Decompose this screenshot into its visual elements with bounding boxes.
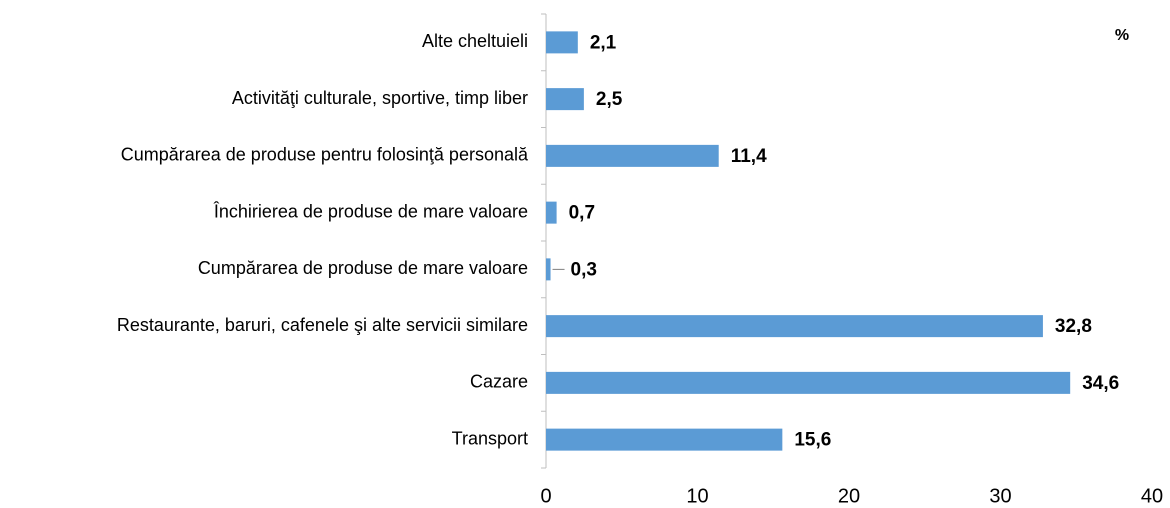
y-tick-label: Alte cheltuieli <box>422 31 528 51</box>
value-label: 32,8 <box>1055 316 1092 337</box>
bar <box>546 201 557 224</box>
bar <box>546 31 578 54</box>
bar <box>546 258 551 281</box>
y-tick-label: Cazare <box>470 372 528 392</box>
y-tick-label: Activităţi culturale, sportive, timp lib… <box>232 88 528 108</box>
x-tick-label: 40 <box>1141 485 1163 507</box>
value-label: 0,7 <box>569 203 595 224</box>
unit-annotation: % <box>1115 27 1129 44</box>
bar <box>546 371 1071 394</box>
value-label: 11,4 <box>731 146 767 167</box>
x-tick-label: 20 <box>838 485 860 507</box>
y-tick-label: Închirierea de produse de mare valoare <box>213 201 528 221</box>
x-tick-label: 30 <box>989 485 1011 507</box>
value-label: 34,6 <box>1082 373 1119 394</box>
bar <box>546 88 584 111</box>
value-label: 2,5 <box>596 89 623 110</box>
x-tick-label: 0 <box>540 485 551 507</box>
y-tick-label: Transport <box>452 428 528 448</box>
bar <box>546 144 719 167</box>
bar <box>546 428 783 451</box>
value-label: 15,6 <box>794 430 831 451</box>
bar <box>546 315 1043 338</box>
y-tick-label: Restaurante, baruri, cafenele şi alte se… <box>117 315 528 335</box>
y-tick-label: Cumpărarea de produse pentru folosinţă p… <box>121 145 529 165</box>
y-tick-label: Cumpărarea de produse de mare valoare <box>198 258 528 278</box>
value-label: 0,3 <box>571 259 597 280</box>
x-tick-label: 10 <box>686 485 708 507</box>
value-label: 2,1 <box>590 32 617 53</box>
